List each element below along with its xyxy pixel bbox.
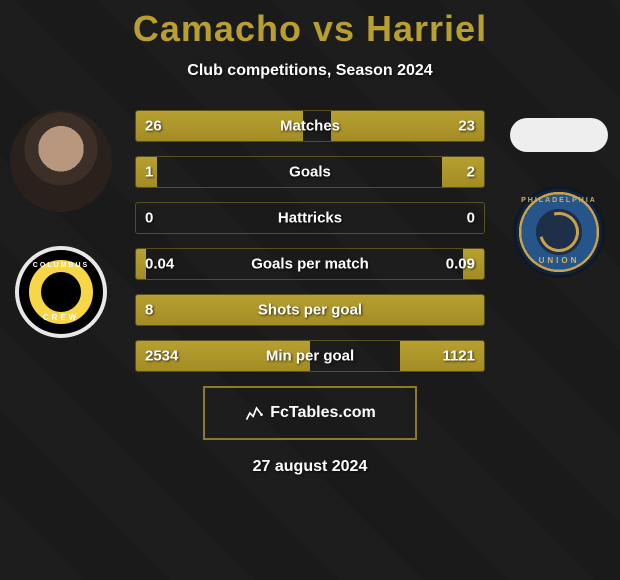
right-player-avatar xyxy=(510,118,608,152)
right-crest-text-bottom: UNION xyxy=(539,256,580,265)
stat-label: Min per goal xyxy=(266,348,354,365)
left-crest-text-bottom: CREW xyxy=(43,313,79,322)
stat-value-right: 23 xyxy=(458,118,475,135)
right-player-column: PHILADELPHIA UNION xyxy=(504,110,614,278)
stat-row: 1 2 Goals xyxy=(135,156,485,188)
stat-value-right: 0 xyxy=(467,210,475,227)
stat-label: Matches xyxy=(280,118,340,135)
stat-row: 2534 1121 Min per goal xyxy=(135,340,485,372)
brand-text: FcTables.com xyxy=(270,404,376,422)
stat-value-right: 0.09 xyxy=(446,256,475,273)
right-club-crest: PHILADELPHIA UNION xyxy=(513,186,605,278)
stat-bars: 26 23 Matches 1 2 Goals 0 0 Hattricks 0.04 0.09 Goa… xyxy=(135,110,485,372)
stat-value-left: 8 xyxy=(145,302,153,319)
left-player-column: COLUMBUS CREW xyxy=(6,110,116,338)
brand-logo-icon xyxy=(244,403,264,423)
stat-value-right: 2 xyxy=(467,164,475,181)
stat-label: Goals xyxy=(289,164,331,181)
stat-value-left: 1 xyxy=(145,164,153,181)
date-text: 27 august 2024 xyxy=(0,458,620,476)
stat-value-right: 1121 xyxy=(442,348,475,365)
stat-row: 0 0 Hattricks xyxy=(135,202,485,234)
left-club-crest: COLUMBUS CREW xyxy=(15,246,107,338)
brand-box: FcTables.com xyxy=(203,386,417,440)
left-crest-text-top: COLUMBUS xyxy=(33,262,89,269)
stat-row: 26 23 Matches xyxy=(135,110,485,142)
stat-bar-right xyxy=(442,157,484,187)
stat-value-left: 2534 xyxy=(145,348,178,365)
stat-label: Goals per match xyxy=(251,256,369,273)
stat-label: Hattricks xyxy=(278,210,342,227)
stat-label: Shots per goal xyxy=(258,302,362,319)
left-player-avatar xyxy=(10,110,112,212)
stat-value-left: 0 xyxy=(145,210,153,227)
subtitle: Club competitions, Season 2024 xyxy=(0,62,620,80)
stat-value-left: 0.04 xyxy=(145,256,174,273)
page-title: Camacho vs Harriel xyxy=(0,0,620,50)
stat-row: 8 Shots per goal xyxy=(135,294,485,326)
right-crest-text-top: PHILADELPHIA xyxy=(521,197,597,204)
stat-row: 0.04 0.09 Goals per match xyxy=(135,248,485,280)
comparison-panel: COLUMBUS CREW PHILADELPHIA UNION 26 23 Mat… xyxy=(0,110,620,476)
stat-value-left: 26 xyxy=(145,118,162,135)
